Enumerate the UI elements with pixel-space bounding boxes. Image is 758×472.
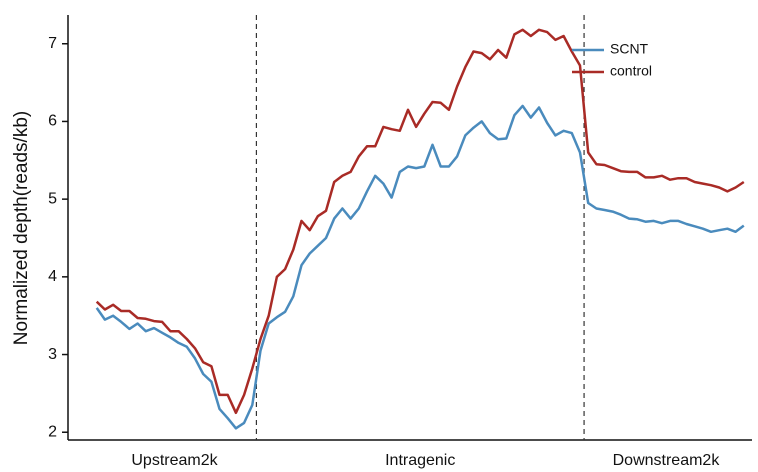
data-line [95,104,745,430]
x-tick-label: Upstream2k [131,452,218,469]
x-tick-label: Intragenic [385,452,455,469]
y-tick-label: 2 [48,423,57,440]
y-tick-label: 3 [48,346,57,363]
y-axis-label: Normalized depth(reads/kb) [11,111,32,345]
y-tick-label: 6 [48,113,57,130]
x-tick-label: Downstream2k [613,452,721,469]
y-tick-label: 4 [48,268,57,285]
y-tick-label: 7 [48,35,57,52]
legend-label: SCNT [610,41,649,57]
legend-label: control [610,63,652,79]
y-tick-label: 5 [48,190,57,207]
data-line [95,28,745,415]
